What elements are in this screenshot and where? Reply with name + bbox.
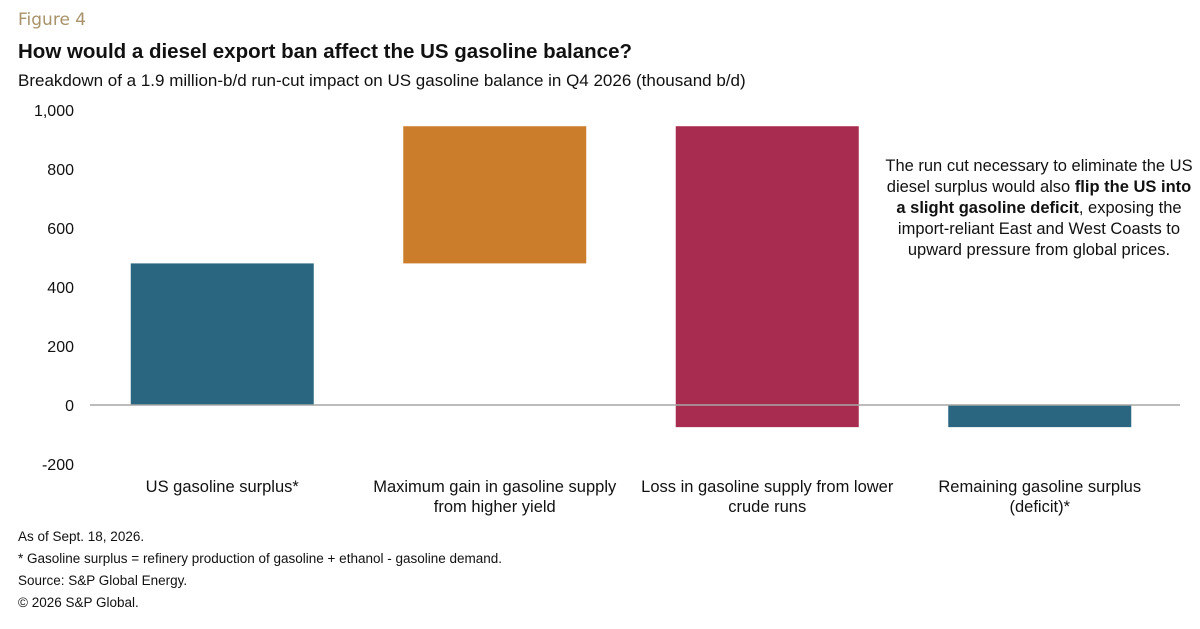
y-tick-label: 0 <box>65 398 74 415</box>
chart-title: How would a diesel export ban affect the… <box>18 40 632 63</box>
category-label: crude runs <box>728 498 806 516</box>
category-label: Maximum gain in gasoline supply <box>373 478 617 496</box>
annotation-bold-text: flip the US into a slight gasoline defic… <box>896 178 1192 217</box>
waterfall-bar <box>130 263 314 405</box>
annotation-text-2: , exposing the import-reliant East and W… <box>897 199 1182 259</box>
y-tick-label: 600 <box>47 221 74 238</box>
footnote-as-of: As of Sept. 18, 2026. <box>18 529 145 544</box>
y-tick-label: 800 <box>47 162 74 179</box>
category-label: Remaining gasoline surplus <box>938 478 1141 496</box>
chart-subtitle: Breakdown of a 1.9 million-b/d run-cut i… <box>18 71 746 90</box>
figure-label: Figure 4 <box>18 10 87 30</box>
y-tick-label: 400 <box>47 280 74 297</box>
category-label: US gasoline surplus* <box>146 478 300 496</box>
y-tick-label: 200 <box>47 339 74 356</box>
category-label: Loss in gasoline supply from lower <box>641 478 894 496</box>
footnote-source: Source: S&P Global Energy. <box>18 573 188 588</box>
waterfall-bar <box>675 126 859 428</box>
footnotes: As of Sept. 18, 2026. * Gasoline surplus… <box>18 526 502 614</box>
waterfall-bar <box>948 405 1132 428</box>
chart-annotation: The run cut necessary to eliminate the U… <box>880 156 1198 261</box>
footnote-definition: * Gasoline surplus = refinery production… <box>18 551 503 566</box>
category-label: from higher yield <box>434 498 556 516</box>
y-tick-label: 1,000 <box>34 103 74 120</box>
footnote-copyright: © 2026 S&P Global. <box>18 595 139 610</box>
annotation-text-1: The run cut necessary to eliminate the U… <box>885 157 1193 196</box>
y-tick-label: -200 <box>42 457 74 474</box>
category-label: (deficit)* <box>1009 498 1070 516</box>
waterfall-bar <box>403 126 587 264</box>
